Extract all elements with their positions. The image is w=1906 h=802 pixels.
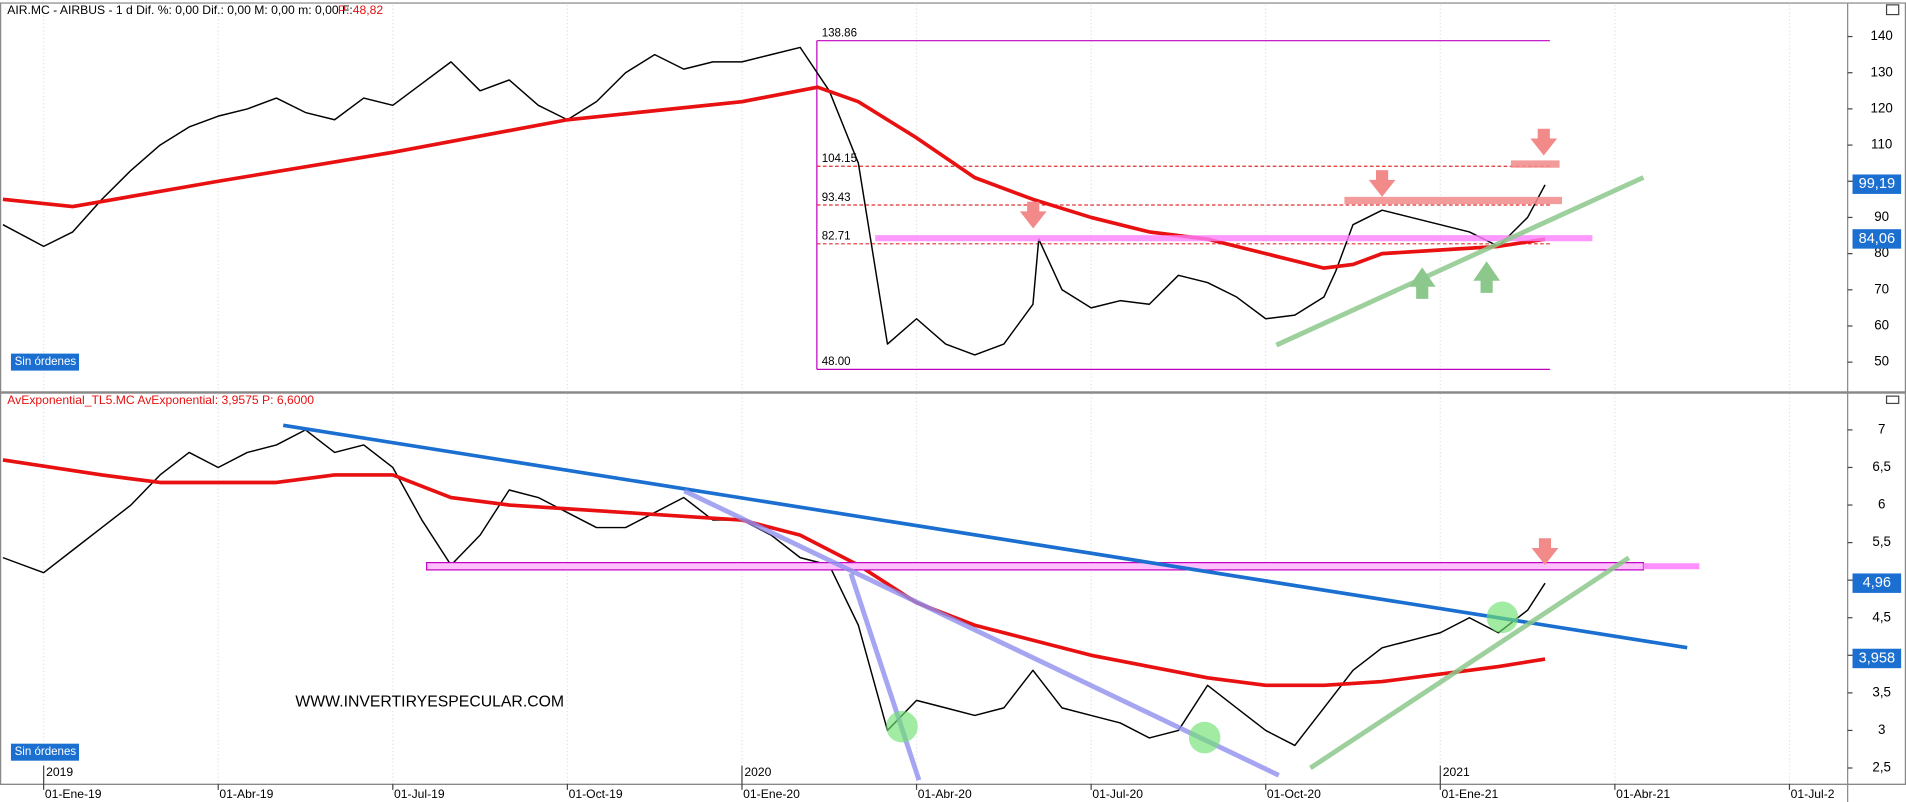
x-tick-label: 01-Oct-20 [1267, 787, 1321, 801]
y-tick-label: 6 [1878, 497, 1885, 512]
last-value-box [1852, 573, 1902, 593]
highlight [1486, 601, 1519, 634]
level-label: 138.86 [822, 27, 857, 39]
level-label: 82.71 [822, 231, 851, 243]
year-label: 2019 [46, 765, 73, 779]
level-band [426, 562, 1645, 571]
status-text: Sin órdenes [15, 746, 77, 758]
highlight [886, 710, 918, 743]
trend-line [848, 572, 922, 781]
last-value-label: 99,19 [1859, 176, 1895, 192]
last-value-box [1852, 648, 1902, 669]
level-label: 48.00 [822, 356, 851, 368]
y-tick-label: 90 [1874, 209, 1889, 224]
y-tick-label: 60 [1874, 318, 1889, 333]
x-tick-label: 01-Jul-2 [1791, 787, 1835, 801]
x-tick-label: 01-Jul-19 [394, 787, 445, 801]
plot-layer: 5060708090100110120130140138.86104.1593.… [2, 4, 1902, 801]
x-tick-label: 01-Ene-21 [1442, 787, 1499, 801]
level-label: 93.43 [822, 192, 851, 204]
y-tick-label: 7 [1878, 421, 1885, 436]
x-tick-label: 01-Jul-20 [1092, 787, 1143, 801]
last-value-label: 3,958 [1859, 650, 1895, 666]
trend-line [1309, 555, 1631, 771]
top-panel-frame [0, 2, 1906, 393]
level-label: 104.15 [822, 153, 857, 165]
y-tick-label: 140 [1871, 28, 1893, 43]
year-label: 2021 [1443, 765, 1470, 779]
last-value-label: 4,96 [1863, 575, 1891, 591]
x-tick-label: 01-Oct-19 [569, 787, 623, 801]
price-line [2, 429, 1546, 747]
y-tick-label: 110 [1871, 137, 1892, 152]
trend-line [1275, 175, 1645, 348]
up-arrow [1408, 267, 1436, 299]
trend-line [683, 488, 1280, 778]
x-tick-label: 01-Ene-20 [743, 787, 800, 801]
trend-line [282, 423, 1688, 650]
down-arrow [1531, 538, 1559, 566]
panel-button[interactable] [1885, 4, 1900, 16]
x-tick-label: 01-Abr-21 [1616, 787, 1670, 801]
last-value-box [1852, 229, 1902, 249]
x-tick-label: 01-Abr-20 [918, 787, 972, 801]
year-label: 2020 [744, 765, 771, 779]
x-tick-label: 01-Ene-19 [45, 787, 102, 801]
y-tick-label: 80 [1874, 245, 1889, 260]
down-arrow [1530, 128, 1558, 156]
moving-average [2, 85, 1546, 270]
status-box [10, 353, 80, 371]
last-value-box [1852, 174, 1902, 194]
y-tick-label: 4,5 [1872, 609, 1891, 624]
y-tick-label: 6,5 [1872, 459, 1891, 474]
last-value-label: 84,06 [1859, 231, 1895, 247]
drawings [282, 4, 1900, 781]
watermark: WWW.INVERTIRYESPECULAR.COM [295, 694, 564, 711]
price-label: P: 48,82 [338, 3, 383, 17]
highlight [1188, 721, 1221, 754]
down-arrow [1368, 170, 1396, 197]
y-tick-label: 2,5 [1872, 760, 1891, 775]
status-box [10, 743, 80, 761]
y-tick-label: 3 [1878, 722, 1885, 737]
price-line [2, 46, 1546, 356]
moving-average [2, 458, 1546, 688]
bottom-panel-title: AvExponential_TL5.MC AvExponential: 3,95… [7, 393, 314, 407]
y-tick-label: 50 [1874, 354, 1889, 369]
y-tick-label: 70 [1874, 281, 1889, 296]
panel-button[interactable] [1885, 395, 1900, 405]
y-tick-label: 5,5 [1872, 534, 1891, 549]
status-text: Sin órdenes [15, 356, 77, 368]
down-arrow [1019, 201, 1047, 229]
y-tick-label: 120 [1871, 100, 1893, 115]
x-tick-label: 01-Abr-19 [219, 787, 273, 801]
y-tick-label: 3,5 [1872, 684, 1891, 699]
y-tick-label: 130 [1871, 64, 1893, 79]
up-arrow [1473, 261, 1501, 293]
top-panel-title: AIR.MC - AIRBUS - 1 d Dif. %: 0,00 Dif.:… [7, 3, 353, 17]
